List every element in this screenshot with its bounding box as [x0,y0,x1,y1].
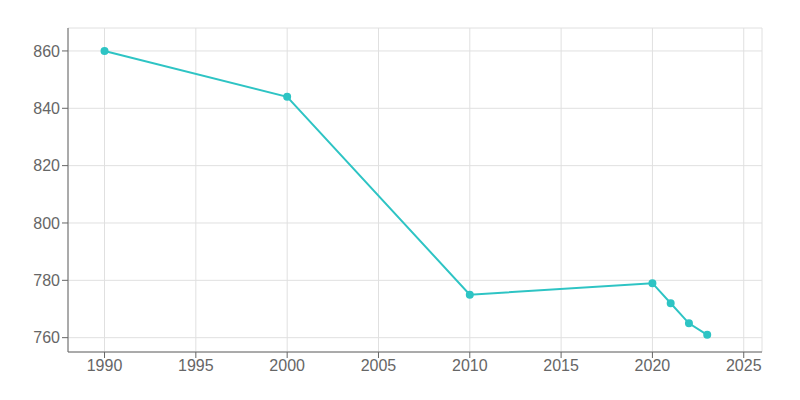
svg-text:800: 800 [33,215,60,232]
svg-text:860: 860 [33,43,60,60]
svg-text:820: 820 [33,157,60,174]
svg-text:2005: 2005 [361,357,397,374]
svg-text:2010: 2010 [452,357,488,374]
svg-text:1995: 1995 [178,357,214,374]
svg-text:2020: 2020 [635,357,671,374]
svg-text:2000: 2000 [269,357,305,374]
svg-text:2015: 2015 [543,357,579,374]
svg-text:1990: 1990 [87,357,123,374]
svg-text:760: 760 [33,329,60,346]
svg-text:2025: 2025 [726,357,762,374]
svg-text:780: 780 [33,272,60,289]
svg-text:840: 840 [33,100,60,117]
